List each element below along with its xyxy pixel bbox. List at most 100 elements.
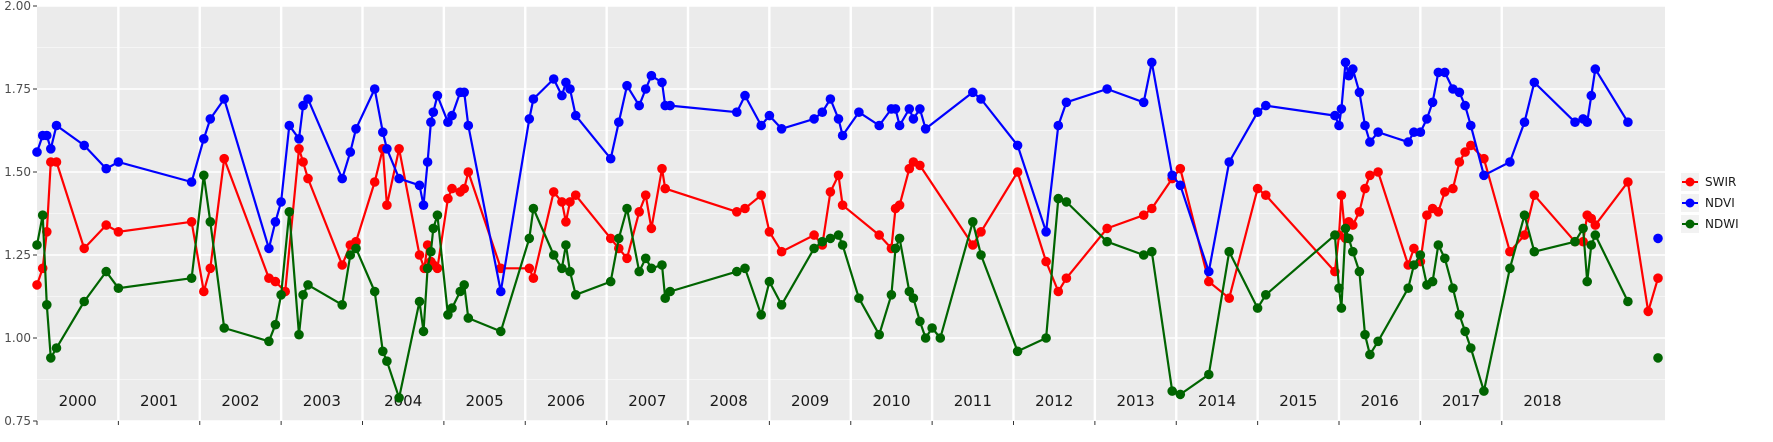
data-point: [634, 100, 644, 111]
data-point: [660, 293, 670, 304]
data-point: [1061, 97, 1072, 108]
data-point: [79, 140, 89, 151]
data-point: [1440, 67, 1450, 78]
data-point: [605, 276, 616, 287]
data-point: [622, 253, 632, 264]
data-point: [394, 173, 404, 184]
data-point: [809, 230, 819, 240]
data-point: [1012, 167, 1023, 177]
data-point: [1330, 110, 1340, 121]
data-point: [79, 296, 89, 307]
data-point: [1102, 223, 1112, 234]
data-point: [915, 104, 925, 114]
data-point: [1643, 306, 1653, 317]
data-point: [345, 147, 356, 157]
data-point: [1147, 246, 1157, 257]
data-point: [426, 246, 436, 257]
data-point: [614, 117, 624, 127]
data-point: [1590, 220, 1601, 230]
data-point: [557, 263, 567, 274]
data-point: [270, 217, 281, 227]
data-point: [640, 190, 651, 200]
data-point: [418, 326, 429, 337]
data-point: [1519, 210, 1530, 220]
data-point: [1519, 230, 1530, 240]
data-point: [1519, 117, 1530, 127]
y-tick-label: 0.75: [4, 414, 31, 428]
data-point: [337, 300, 348, 310]
data-point: [1354, 87, 1365, 98]
data-point: [1204, 276, 1214, 287]
data-point: [825, 94, 836, 104]
data-point: [1365, 137, 1375, 147]
data-point: [447, 303, 457, 313]
data-point: [294, 144, 304, 154]
data-point: [369, 177, 380, 187]
data-point: [894, 120, 905, 131]
year-label: 2011: [954, 392, 992, 410]
data-point: [557, 90, 567, 101]
data-point: [1340, 57, 1351, 68]
data-point: [732, 207, 742, 217]
data-point: [732, 107, 742, 117]
data-point: [809, 243, 819, 254]
data-point: [284, 120, 295, 131]
data-point: [1466, 120, 1476, 131]
data-point: [1336, 190, 1347, 200]
data-point: [463, 313, 474, 323]
data-point: [1582, 276, 1592, 287]
data-point: [205, 114, 216, 124]
data-point: [418, 200, 429, 210]
data-point: [79, 243, 89, 254]
data-point: [42, 300, 52, 310]
data-point: [1529, 77, 1540, 88]
data-point: [284, 207, 295, 217]
data-point: [548, 187, 559, 197]
year-label: 2009: [791, 392, 829, 410]
data-point: [382, 200, 392, 210]
data-point: [351, 243, 361, 254]
data-point: [294, 134, 304, 144]
data-point: [426, 117, 436, 127]
data-point: [199, 134, 209, 144]
data-point: [51, 120, 62, 131]
data-point: [264, 336, 274, 347]
data-point: [1041, 333, 1051, 343]
data-point: [428, 107, 439, 117]
data-point: [1340, 223, 1351, 234]
data-point: [740, 263, 750, 274]
year-label: 2016: [1361, 392, 1399, 410]
data-point: [570, 290, 581, 300]
data-point: [432, 210, 443, 220]
data-point: [1175, 389, 1186, 400]
data-point: [1012, 140, 1023, 151]
data-point: [101, 163, 111, 174]
data-point: [270, 319, 281, 330]
data-point: [46, 144, 56, 154]
data-point: [915, 160, 925, 171]
data-point: [825, 233, 836, 244]
series-ndvi: [32, 57, 1663, 297]
data-point: [1653, 273, 1663, 284]
data-point: [1623, 117, 1633, 127]
legend-key-marker: [1685, 198, 1695, 208]
y-axis: 0.75 1.00 1.25 1.50 1.75 2.00: [4, 0, 37, 428]
data-point: [1373, 336, 1383, 347]
data-point: [968, 87, 978, 98]
year-label: 2018: [1523, 392, 1561, 410]
data-point: [1440, 187, 1450, 197]
data-point: [634, 207, 644, 217]
data-point: [1454, 310, 1465, 320]
data-point: [817, 107, 828, 117]
data-point: [570, 110, 581, 121]
data-point: [1590, 64, 1601, 74]
data-point: [1415, 250, 1426, 260]
data-point: [264, 243, 274, 254]
data-point: [276, 197, 286, 207]
data-point: [1623, 177, 1633, 187]
data-point: [1460, 100, 1470, 111]
data-point: [1433, 207, 1444, 217]
data-point: [1365, 170, 1375, 181]
data-point: [186, 177, 197, 187]
legend-label: NDWI: [1705, 217, 1739, 231]
